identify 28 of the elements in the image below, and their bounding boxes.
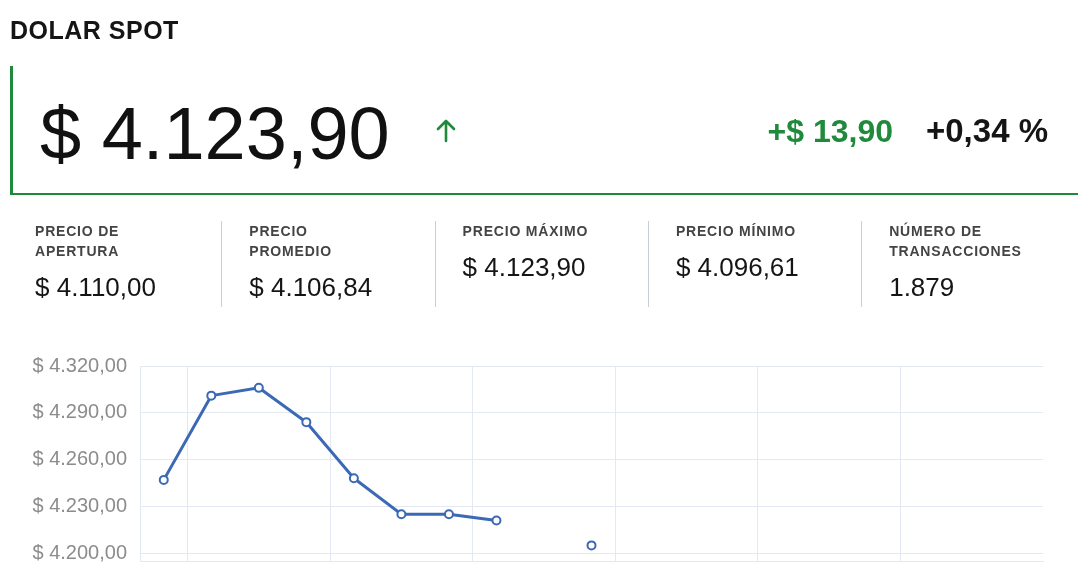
point bbox=[348, 473, 359, 484]
y-tick-label: $ 4.200,00 bbox=[32, 540, 127, 563]
text: $ 4.096,61 bbox=[675, 252, 799, 282]
point bbox=[158, 474, 169, 485]
y-tick-label: $ 4.230,00 bbox=[32, 493, 127, 516]
y-tick-label: $ 4.260,00 bbox=[32, 447, 127, 470]
point bbox=[443, 509, 454, 520]
text: NÚMERO DE TRANSACCIONES bbox=[889, 221, 1023, 261]
text: $ 4.123,90 bbox=[40, 92, 390, 175]
point bbox=[491, 515, 502, 526]
text: +$ 13,90 bbox=[767, 113, 893, 149]
text: PRECIO DE APERTURA bbox=[35, 222, 121, 261]
text: DOLAR SPOT bbox=[10, 16, 179, 44]
text: 1.879 bbox=[889, 272, 956, 302]
text: PRECIO MÁXIMO bbox=[462, 222, 589, 241]
text: $ 4.106,84 bbox=[249, 272, 374, 302]
text: $ 4.123,90 bbox=[462, 252, 587, 282]
point bbox=[206, 390, 217, 401]
text: $ 4.110,00 bbox=[35, 272, 157, 302]
point bbox=[253, 382, 264, 393]
text: +0,34 % bbox=[925, 112, 1048, 149]
y-tick-label: $ 4.320,00 bbox=[32, 353, 127, 376]
text: PRECIO MÍNIMO bbox=[675, 222, 797, 241]
text: PRECIO PROMEDIO bbox=[249, 222, 333, 261]
point bbox=[301, 417, 312, 428]
point bbox=[586, 540, 597, 551]
point bbox=[396, 509, 407, 520]
y-tick-label: $ 4.290,00 bbox=[32, 400, 127, 423]
